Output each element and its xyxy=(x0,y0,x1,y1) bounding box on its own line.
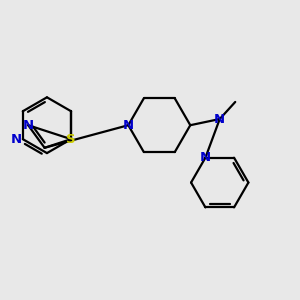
Text: N: N xyxy=(214,112,225,125)
Text: N: N xyxy=(22,119,34,132)
Text: N: N xyxy=(11,133,22,146)
Text: S: S xyxy=(66,133,76,146)
Text: N: N xyxy=(123,119,134,132)
Text: N: N xyxy=(200,151,211,164)
